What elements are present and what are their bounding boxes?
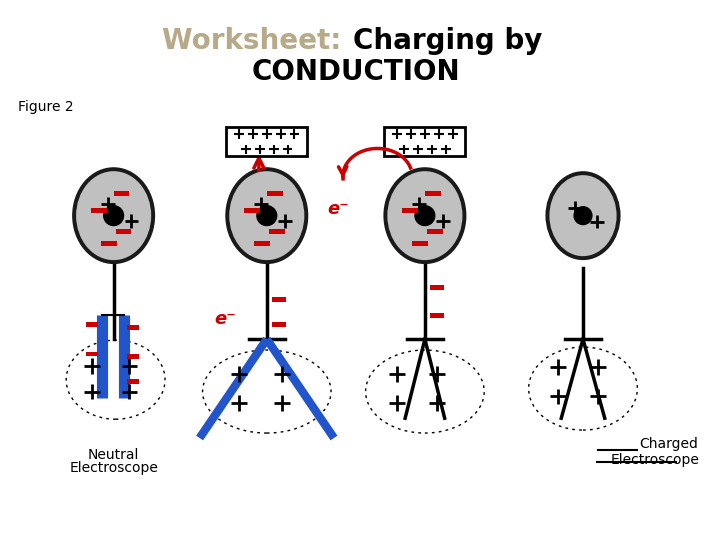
Circle shape: [415, 206, 435, 226]
Bar: [91, 208, 107, 213]
Bar: [271, 322, 286, 327]
Bar: [116, 229, 132, 234]
Bar: [101, 241, 117, 246]
Bar: [127, 379, 140, 384]
Text: Figure 2: Figure 2: [18, 100, 73, 114]
Bar: [226, 127, 307, 157]
Bar: [86, 352, 98, 356]
Text: Neutral: Neutral: [88, 448, 140, 462]
Circle shape: [257, 206, 276, 226]
Bar: [402, 208, 418, 213]
Bar: [425, 192, 441, 197]
Text: CONDUCTION: CONDUCTION: [251, 58, 460, 86]
Bar: [86, 322, 98, 327]
Text: Worksheet:: Worksheet:: [162, 27, 351, 55]
Bar: [267, 192, 283, 197]
Ellipse shape: [225, 167, 308, 264]
Ellipse shape: [72, 167, 155, 264]
Bar: [271, 297, 286, 302]
Ellipse shape: [384, 167, 467, 264]
Bar: [412, 241, 428, 246]
Ellipse shape: [387, 171, 462, 260]
Text: Electroscope: Electroscope: [611, 453, 700, 467]
Circle shape: [574, 207, 592, 225]
Text: e⁻: e⁻: [327, 200, 348, 218]
Ellipse shape: [546, 171, 621, 260]
Ellipse shape: [76, 171, 151, 260]
Bar: [254, 241, 270, 246]
Bar: [244, 208, 260, 213]
Text: Electroscope: Electroscope: [69, 461, 158, 475]
Bar: [127, 325, 140, 330]
Text: e⁻: e⁻: [215, 310, 236, 328]
Bar: [430, 313, 444, 318]
Bar: [127, 354, 140, 360]
Ellipse shape: [229, 171, 305, 260]
Bar: [384, 127, 465, 157]
Bar: [114, 192, 130, 197]
Bar: [427, 229, 443, 234]
Ellipse shape: [549, 175, 616, 256]
Circle shape: [104, 206, 124, 226]
Text: Charging by: Charging by: [353, 27, 542, 55]
Bar: [269, 229, 284, 234]
Text: Charged: Charged: [639, 437, 698, 451]
Bar: [430, 285, 444, 291]
